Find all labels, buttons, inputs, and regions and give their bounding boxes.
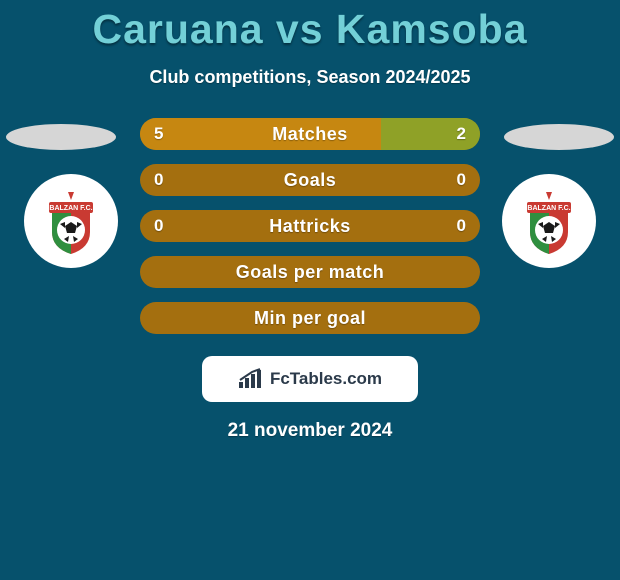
page-subtitle: Club competitions, Season 2024/2025 (0, 67, 620, 88)
stat-value-right: 0 (457, 164, 466, 196)
brand-label: FcTables.com (270, 369, 382, 389)
stat-row: Matches5 2 (140, 118, 480, 150)
brand-pill: FcTables.com (202, 356, 418, 402)
stat-label: Hattricks (140, 210, 480, 242)
bar-chart-icon (238, 368, 264, 390)
stat-row: Goals per match (140, 256, 480, 288)
stat-value-left: 5 (154, 118, 163, 150)
stat-label: Goals per match (140, 256, 480, 288)
stat-row: Hattricks0 0 (140, 210, 480, 242)
stat-row: Min per goal (140, 302, 480, 334)
stat-label: Min per goal (140, 302, 480, 334)
stat-row: Goals0 0 (140, 164, 480, 196)
stat-value-right: 2 (457, 118, 466, 150)
stat-label: Matches (140, 118, 480, 150)
stat-label: Goals (140, 164, 480, 196)
stat-value-left: 0 (154, 164, 163, 196)
footer-date: 21 november 2024 (0, 420, 620, 442)
stat-value-left: 0 (154, 210, 163, 242)
page-title: Caruana vs Kamsoba (0, 0, 620, 53)
stats-container: Matches52Goals00Hattricks00Goals per mat… (0, 118, 620, 348)
stat-value-right: 0 (457, 210, 466, 242)
